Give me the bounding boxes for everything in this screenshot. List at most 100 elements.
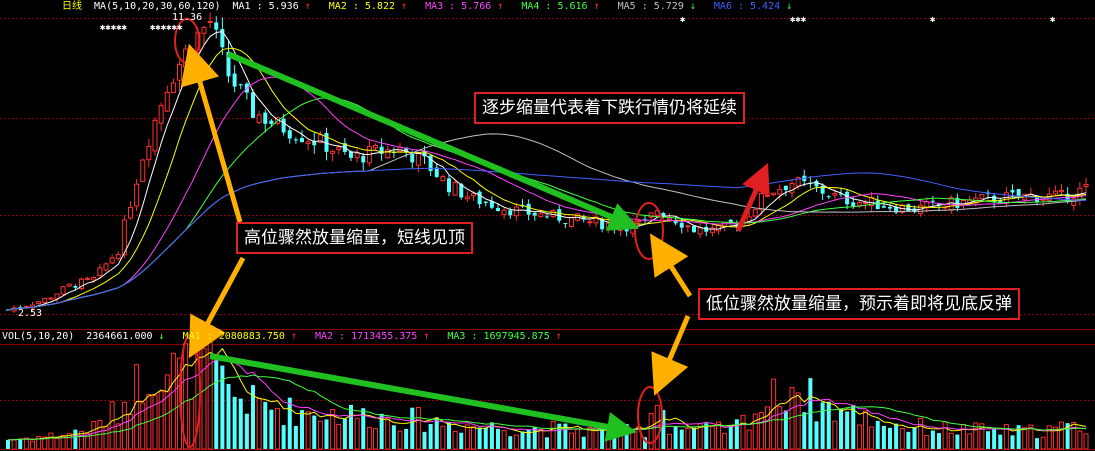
volume-bar [986,431,990,449]
candle [704,223,709,237]
ma6-value: 5.424 [750,1,781,12]
candle [134,178,140,211]
volume-bar [526,429,531,449]
volume-bar [777,406,783,450]
candle [569,216,574,228]
volume-bar [36,435,42,450]
volume-bar [643,437,647,449]
vol-value: 2364661.000 [86,331,153,342]
candle [42,297,48,306]
candle [54,293,60,303]
volume-bar [11,439,17,450]
volume-bar [538,429,544,450]
candle [152,117,158,156]
volume-bar [434,417,439,449]
volume-bar [305,411,311,450]
svg-text:✱: ✱ [680,15,686,25]
volume-bar [312,415,317,449]
volume-bars [6,333,1089,450]
volume-bar [293,425,298,449]
ma-params-label: MA(5,10,20,30,60,120) [94,1,221,12]
candle [342,138,347,155]
candle [557,205,562,224]
candle [1046,187,1052,203]
candle [513,202,519,221]
candle [251,89,255,119]
volume-bar [317,420,323,450]
price-ma2-line [7,47,1087,311]
candle [789,179,795,198]
ma3-name: MA3 [425,1,444,12]
candle [97,264,103,279]
volume-bar [220,365,225,449]
volume-bar [366,426,372,450]
volume-bar [415,407,421,450]
ma6-readout: MA6: 5.424 ↓ [713,1,793,12]
candle [765,194,770,198]
volume-bar [869,426,875,450]
volume-bar [1028,424,1034,450]
candle [1059,183,1064,196]
volume-bar [808,378,813,449]
volume-bar [66,433,72,450]
volume-bar [924,434,930,450]
volume-bar [128,413,133,450]
candle [863,199,868,210]
volume-bar [839,408,843,449]
candle [489,196,494,210]
candle [312,132,317,154]
volume-bar [851,405,856,449]
candle [783,185,788,197]
candle [826,195,831,200]
ma1-value: 5.936 [268,1,299,12]
volume-bar [1003,424,1009,450]
circle-volume-bottom [637,386,663,444]
vol-ma2-name: MA2 [314,331,334,342]
volume-bar [183,343,189,450]
candle [305,139,311,151]
candle [140,158,146,182]
volume-bar [1016,425,1021,449]
volume-bar [508,436,513,449]
volume-bar [685,427,691,450]
volume-bar [109,401,115,450]
volume-bar [973,422,979,450]
candle [220,17,225,55]
volume-bar [563,423,568,449]
arrow-green-price [226,51,640,231]
candle [464,191,470,202]
ma1-readout: MA1: 5.936 ↑ [232,1,311,12]
candle [177,60,182,92]
ma1-arrow: ↑ [304,1,311,12]
volume-bar [722,432,728,450]
volume-bar [30,440,35,450]
annotation-arrows [180,43,770,442]
candle [103,262,109,272]
volume-bar [287,397,292,449]
candle [85,276,91,281]
volume-bar [771,378,777,450]
volume-bar [79,430,84,450]
volume-bar [532,427,537,449]
volume-bar [545,437,549,449]
ma5-value: 5.729 [653,1,684,12]
volume-bar [385,417,391,450]
vol-arrow: ↓ [158,331,165,342]
volume-bar [256,397,262,450]
volume-bar [464,424,470,450]
volume-bar [158,391,164,450]
ma3-readout: MA3: 5.766 ↑ [425,1,504,12]
volume-bar [979,423,985,450]
volume-bar [961,423,966,450]
price-header: 日线 MA(5,10,20,30,60,120) MA1: 5.936 ↑ MA2… [62,0,804,14]
volume-bar [42,436,48,450]
volume-bar [692,427,696,449]
price-ma6-line [7,167,1087,311]
volume-bar [845,411,850,449]
candle [232,65,237,93]
volume-bar [912,427,917,449]
candle [361,152,366,171]
volume-ma-lines [7,347,1087,441]
ma5-arrow: ↓ [689,1,696,12]
volume-bar [1077,430,1083,450]
